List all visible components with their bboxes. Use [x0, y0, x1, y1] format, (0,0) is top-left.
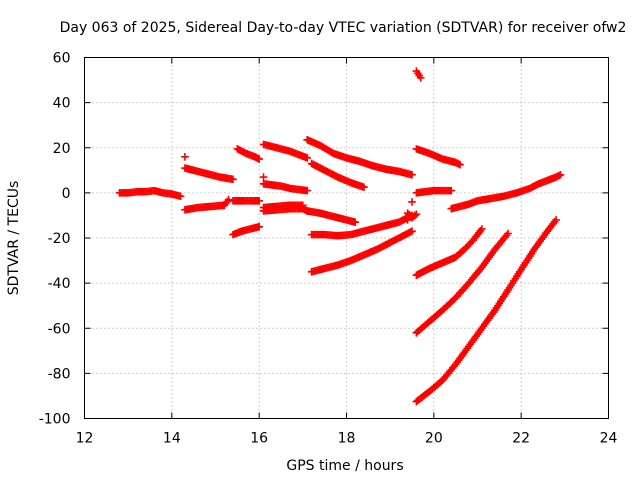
data-point — [478, 225, 486, 233]
series-arc15 — [307, 159, 368, 192]
series-arc20 — [412, 186, 456, 197]
data-point — [447, 186, 456, 195]
series-arc8 — [259, 173, 268, 181]
series-arc17 — [307, 227, 416, 276]
data-point — [456, 160, 464, 169]
series-arc12 — [259, 201, 307, 212]
series-arc2 — [181, 152, 189, 161]
data-point — [416, 74, 425, 82]
series-arc23 — [412, 225, 486, 280]
series-arc25 — [412, 216, 560, 406]
data-point — [408, 198, 416, 206]
data-point — [408, 227, 416, 236]
data-point — [255, 155, 263, 163]
series-arc24 — [412, 229, 512, 337]
data-point — [504, 229, 512, 238]
data-point — [255, 222, 263, 231]
data-point — [176, 192, 185, 201]
data-point — [552, 216, 560, 224]
data-point — [303, 186, 311, 195]
data-point — [224, 195, 233, 204]
series-arc16 — [307, 211, 416, 240]
data-point — [259, 173, 268, 181]
y-tick-label: 0 — [62, 186, 71, 202]
data-point — [412, 210, 421, 219]
series-arc21 — [412, 145, 464, 169]
series-arc4 — [181, 195, 233, 214]
chart-title: Day 063 of 2025, Sidereal Day-to-day VTE… — [60, 20, 627, 36]
data-series — [115, 67, 565, 406]
x-tick-label: 24 — [600, 431, 618, 447]
series-arc7 — [233, 145, 263, 163]
series-arc19 — [408, 198, 416, 206]
data-point — [229, 175, 237, 184]
x-tick-label: 18 — [338, 431, 356, 447]
y-tick-label: -60 — [48, 321, 71, 337]
y-tick-label: -40 — [48, 276, 71, 292]
data-point — [299, 201, 307, 210]
x-tick-label: 16 — [250, 431, 268, 447]
series-arc3 — [181, 164, 237, 184]
series-arc5 — [229, 196, 263, 205]
y-tick-label: -100 — [39, 412, 71, 428]
x-tick-label: 14 — [163, 431, 181, 447]
series-arc26 — [447, 171, 565, 213]
y-tick-label: 20 — [53, 141, 71, 157]
series-arc9 — [259, 180, 311, 195]
x-tick-label: 20 — [425, 431, 443, 447]
x-tick-labels: 12 14 16 18 20 22 24 — [76, 431, 618, 447]
data-point — [303, 154, 311, 162]
x-tick-label: 22 — [512, 431, 530, 447]
y-tick-label: -80 — [48, 366, 71, 382]
series-arc13 — [303, 207, 360, 227]
series-arc18 — [403, 209, 421, 224]
data-point — [556, 171, 565, 179]
series-arc22 — [412, 67, 425, 82]
x-tick-label: 12 — [76, 431, 94, 447]
data-point — [408, 171, 416, 179]
axis-ticks — [84, 57, 609, 419]
y-tick-labels: -100 -80 -60 -40 -20 0 20 40 60 — [39, 51, 71, 428]
x-axis-label: GPS time / hours — [286, 458, 403, 474]
y-tick-label: -20 — [48, 231, 71, 247]
series-arc14 — [303, 136, 416, 179]
data-point — [351, 218, 360, 227]
series-arc1 — [115, 186, 185, 201]
data-point — [255, 196, 263, 205]
data-point — [360, 183, 368, 192]
y-tick-label: 60 — [53, 51, 71, 67]
series-arc10 — [259, 140, 311, 162]
data-point — [181, 152, 189, 161]
y-axis-label: SDTVAR / TECUs — [6, 181, 22, 296]
series-arc6 — [229, 222, 263, 239]
y-tick-label: 40 — [53, 96, 71, 112]
